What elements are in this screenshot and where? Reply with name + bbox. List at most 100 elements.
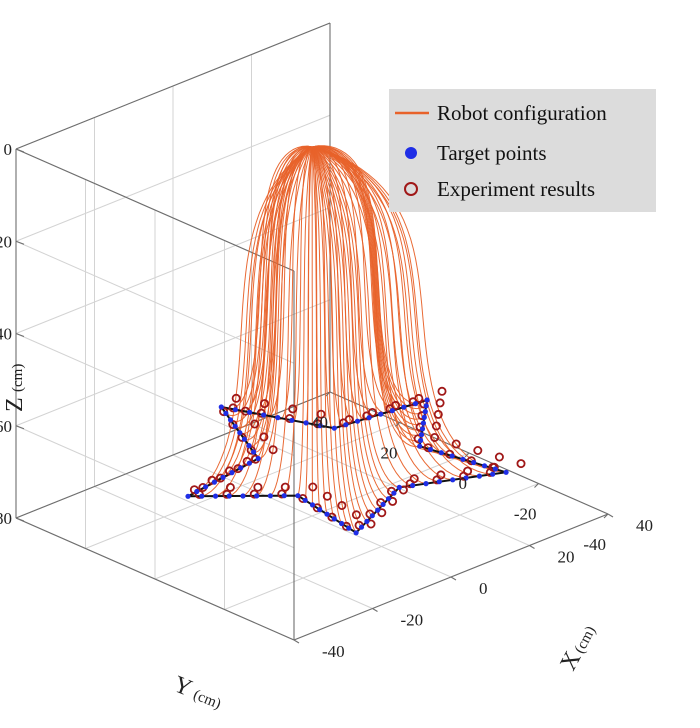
target-point bbox=[366, 415, 372, 421]
target-point bbox=[436, 479, 442, 485]
y-tick-mark bbox=[325, 391, 331, 397]
y-tick-label: 0 bbox=[459, 474, 468, 493]
robot-configuration-curve bbox=[311, 146, 335, 520]
target-point bbox=[302, 497, 308, 503]
robot-configuration-curve bbox=[222, 146, 313, 478]
x-tick-label: 40 bbox=[636, 516, 653, 535]
experiment-result-point bbox=[388, 496, 398, 506]
robot-configuration-curve bbox=[311, 147, 313, 505]
robot-configuration-curve bbox=[311, 146, 420, 448]
target-point bbox=[358, 524, 365, 530]
robot-configuration-curve bbox=[305, 146, 313, 425]
y-tick-mark bbox=[464, 452, 470, 458]
robot-configuration-curve bbox=[297, 146, 313, 496]
experiment-result-point bbox=[431, 421, 441, 431]
target-point bbox=[420, 420, 426, 426]
experiment-result-point bbox=[433, 409, 443, 419]
target-point bbox=[267, 493, 273, 499]
experiment-result-point bbox=[367, 407, 377, 417]
experiment-result-point bbox=[516, 459, 526, 469]
wall-gridline-horizontal bbox=[15, 425, 295, 549]
target-point bbox=[460, 456, 466, 462]
target-point bbox=[309, 502, 316, 508]
robot-configuration-curve bbox=[311, 146, 328, 515]
robot-configuration-curve bbox=[311, 146, 496, 470]
experiment-result-point bbox=[391, 400, 401, 410]
robot-configuration-curve bbox=[311, 146, 423, 431]
legend-box bbox=[389, 89, 656, 212]
target-point bbox=[412, 401, 419, 407]
target-point bbox=[255, 455, 261, 462]
target-point bbox=[418, 432, 425, 438]
robot-configuration-curve bbox=[214, 146, 313, 483]
target-point bbox=[251, 449, 257, 455]
x-tick-mark bbox=[529, 545, 535, 549]
experiment-result-point bbox=[280, 482, 290, 492]
z-tick-mark bbox=[15, 240, 25, 245]
target-point bbox=[401, 404, 407, 410]
robot-configuration-curve bbox=[311, 145, 428, 404]
robot-configuration-curve bbox=[311, 146, 350, 529]
y-tick-mark bbox=[395, 422, 400, 427]
target-point bbox=[427, 446, 434, 453]
target-point bbox=[227, 417, 234, 423]
target-point bbox=[471, 459, 477, 466]
target-point bbox=[410, 482, 416, 489]
robot-configuration-curve bbox=[263, 145, 313, 418]
robot-configuration-curve bbox=[311, 145, 381, 417]
experiment-result-point bbox=[473, 445, 483, 455]
target-point bbox=[389, 408, 395, 414]
target-point bbox=[232, 407, 238, 413]
robot-configuration-curve bbox=[311, 146, 395, 494]
target-point bbox=[449, 453, 455, 459]
target-point bbox=[380, 501, 386, 507]
x-tick-label: 20 bbox=[558, 548, 575, 567]
experiment-result-point bbox=[231, 393, 241, 403]
target-point bbox=[476, 473, 482, 479]
z-tick-label: -60 bbox=[0, 417, 12, 436]
target-point bbox=[203, 484, 209, 490]
robot-configuration-curves bbox=[187, 145, 507, 534]
robot-configuration-curve bbox=[270, 146, 313, 497]
x-axis-unit: (cm) bbox=[572, 624, 599, 657]
robot-configuration-curve bbox=[311, 146, 368, 522]
experiment-result-point bbox=[288, 404, 298, 414]
target-point bbox=[289, 417, 295, 423]
target-point bbox=[424, 397, 430, 403]
z-tick-label: 0 bbox=[4, 140, 13, 159]
target-point bbox=[229, 470, 235, 476]
target-point bbox=[481, 463, 488, 469]
experiment-result-point bbox=[259, 432, 269, 442]
x-tick-mark bbox=[372, 608, 378, 612]
target-point bbox=[353, 530, 359, 536]
z-tick-label: -20 bbox=[0, 232, 12, 251]
target-point bbox=[238, 465, 244, 471]
target-point bbox=[463, 475, 469, 481]
axis-frame-edge bbox=[15, 148, 295, 272]
robot-configuration-curve bbox=[291, 146, 313, 423]
legend-label-robot-configuration: Robot configuration bbox=[437, 101, 607, 125]
y-tick-mark bbox=[603, 513, 609, 519]
experiment-result-point bbox=[366, 519, 376, 529]
floor-gridline-x bbox=[251, 423, 530, 546]
z-axis-label: Z (cm) bbox=[2, 364, 28, 412]
target-point bbox=[396, 484, 402, 490]
target-point bbox=[331, 516, 337, 522]
x-tick-mark bbox=[450, 576, 457, 581]
experiment-result-point bbox=[250, 419, 260, 429]
target-point bbox=[422, 409, 428, 415]
experiment-result-point bbox=[337, 500, 347, 510]
y-axis-unit: (cm) bbox=[191, 687, 223, 712]
experiment-result-point bbox=[451, 439, 461, 449]
z-tick-mark bbox=[15, 332, 25, 338]
wall-gridline-horizontal bbox=[15, 207, 331, 334]
y-tick-label: -40 bbox=[583, 535, 606, 554]
axis-frame-edge bbox=[15, 391, 331, 519]
robot-configuration-curve bbox=[311, 146, 357, 534]
target-point bbox=[226, 493, 232, 499]
x-tick-label: 0 bbox=[479, 579, 488, 598]
target-point bbox=[211, 479, 217, 485]
x-tick-mark bbox=[293, 639, 300, 644]
z-tick-label: -80 bbox=[0, 509, 12, 528]
experiment-result-point bbox=[344, 414, 354, 424]
